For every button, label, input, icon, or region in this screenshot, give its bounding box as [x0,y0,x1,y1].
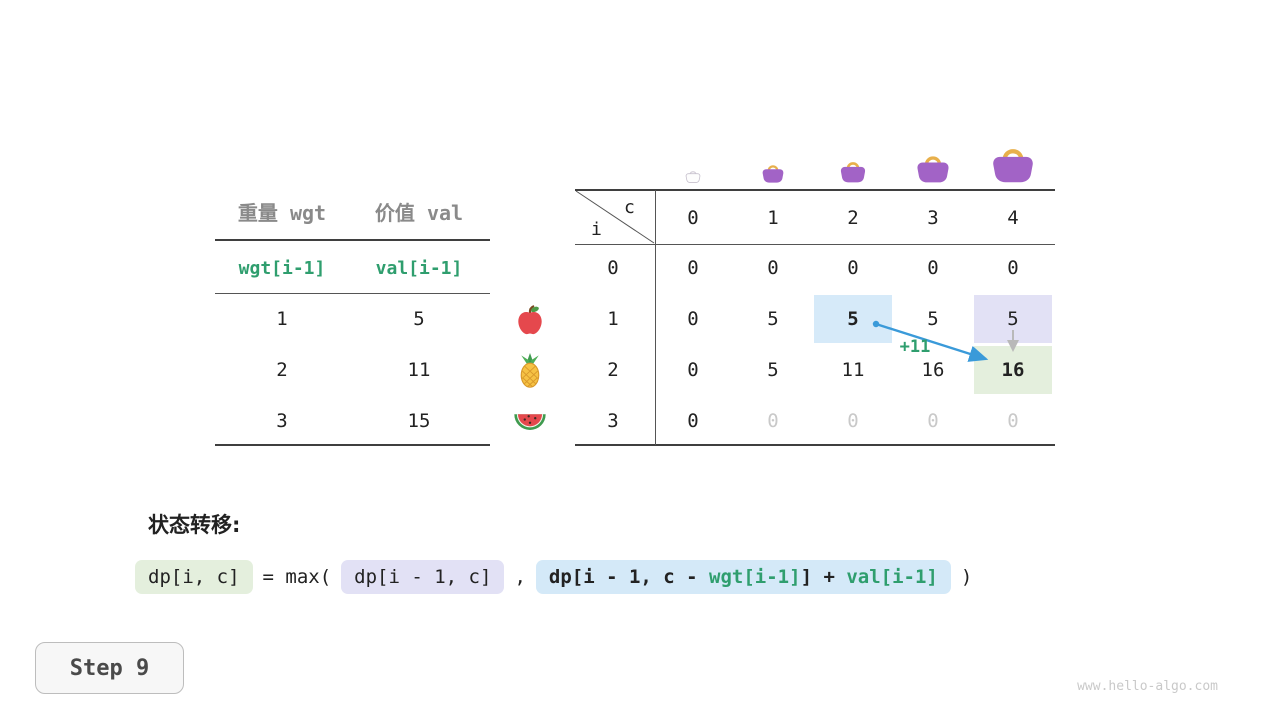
transfer-add-label: +11 [899,337,931,357]
dp-table-bottom-rule [575,444,1055,446]
formula-comma: , [514,566,526,588]
dp-cell-0-2: 0 [847,257,859,279]
dp-cell-0-3: 0 [927,257,939,279]
dp-cell-0-0: 0 [687,257,699,279]
formula-max-open: = max( [262,566,332,588]
watermelon-icon [513,411,547,432]
formula-arg2-mid: ] + [800,566,847,588]
item-val-3: 15 [407,410,431,432]
dp-cell-0-1: 0 [767,257,779,279]
dp-cell-2-4-current: 16 [974,346,1052,394]
formula-arg2-val: val[i-1] [846,566,938,588]
state-transition-formula: dp[i, c] = max( dp[i - 1, c] , dp[i - 1,… [135,560,972,594]
step-label: Step 9 [69,655,150,681]
item-table-top-rule [215,239,490,241]
dp-cell-0-4: 0 [1007,257,1019,279]
dp-cell-2-2: 11 [841,359,865,381]
dp-cell-1-4-inherit: 5 [974,295,1052,343]
dp-row-header-2: 2 [607,359,619,381]
dp-cell-3-3: 0 [927,410,939,432]
item-table-formula-val: val[i-1] [375,257,463,279]
item-wgt-1: 1 [276,308,288,330]
dp-row-header-0: 0 [607,257,619,279]
dp-col-header-2: 2 [847,207,859,229]
formula-lhs-box: dp[i, c] [135,560,253,594]
dp-row-header-3: 3 [607,410,619,432]
formula-arg1-box: dp[i - 1, c] [341,560,505,594]
item-table-bottom-rule [215,444,490,446]
item-table-header-val: 价值 val [374,200,464,225]
formula-arg2-box: dp[i - 1, c - wgt[i-1]] + val[i-1] [535,560,951,594]
dp-cell-1-0: 0 [687,308,699,330]
dp-col-header-1: 1 [767,207,779,229]
dp-col-header-4: 4 [1007,207,1019,229]
handbag-ghost-icon [685,168,701,183]
corner-row-label: i [591,219,602,240]
dp-cell-1-3: 5 [927,308,939,330]
dp-col-header-0: 0 [687,207,699,229]
formula-arg2-wgt: wgt[i-1] [709,566,801,588]
dp-col-header-3: 3 [927,207,939,229]
dp-cell-2-3: 16 [921,359,945,381]
dp-row-header-1: 1 [607,308,619,330]
apple-icon [515,304,545,336]
dp-cell-2-0: 0 [687,359,699,381]
pineapple-icon [517,353,543,388]
corner-col-label: c [624,197,635,218]
item-table-formula-wgt: wgt[i-1] [238,257,326,279]
dp-cell-1-2-source: 5 [814,295,892,343]
dp-cell-1-1: 5 [767,308,779,330]
dp-cell-3-4: 0 [1007,410,1019,432]
item-table-mid-rule [215,293,490,294]
formula-close-paren: ) [960,566,973,588]
state-transition-title: 状态转移: [148,513,241,537]
item-val-2: 11 [407,359,431,381]
item-val-1: 5 [413,308,425,330]
handbag-large-icon [915,150,951,183]
dp-table-top-rule [575,189,1055,191]
dp-cell-3-2: 0 [847,410,859,432]
dp-cell-3-0: 0 [687,410,699,432]
handbag-medium-icon [839,157,867,183]
dp-cell-3-1: 0 [767,410,779,432]
item-table-header-wgt: 重量 wgt [237,200,327,225]
dp-table-header-rule [575,244,1055,245]
corner-diagonal-line [575,190,655,244]
handbag-xlarge-icon [990,141,1036,183]
dp-cell-2-1: 5 [767,359,779,381]
item-wgt-3: 3 [276,410,288,432]
watermark: www.hello-algo.com [1077,679,1218,694]
item-wgt-2: 2 [276,359,288,381]
formula-arg2-prefix: dp[i - 1, c - [548,566,710,588]
dp-table-vertical-rule [655,190,656,445]
step-indicator: Step 9 [35,642,184,694]
handbag-small-icon [761,161,785,183]
